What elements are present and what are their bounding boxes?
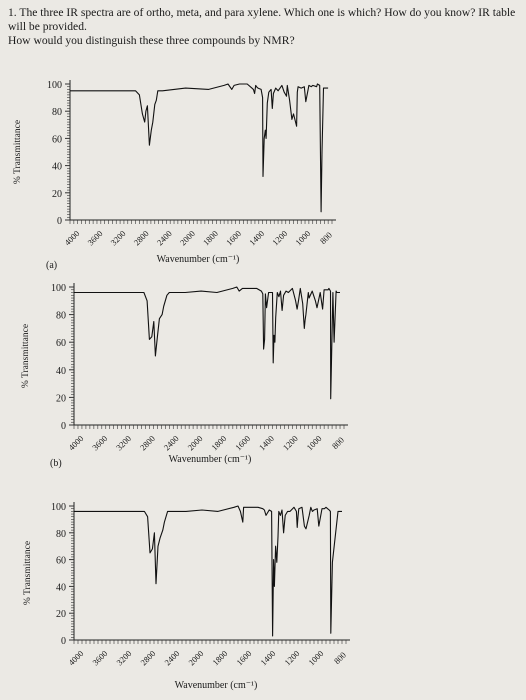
x-tick-label: 1600 — [234, 648, 253, 667]
x-tick-label: 3600 — [85, 228, 104, 247]
x-tick-label: 2800 — [138, 648, 157, 667]
spectrum-line-1 — [70, 83, 329, 213]
y-tick-label: 40 — [52, 162, 62, 173]
x-tick-label: 1400 — [257, 433, 276, 452]
x-tick-label: 1400 — [247, 228, 266, 247]
x-tick-label: 2400 — [162, 648, 181, 667]
y-tick-label: 20 — [56, 609, 66, 620]
x-tick-label: 1200 — [282, 648, 301, 667]
x-tick-label: 1000 — [305, 433, 324, 452]
x-tick-label: 3200 — [109, 228, 128, 247]
y-tick-label: 0 — [61, 636, 66, 647]
x-tick-label: 1400 — [258, 648, 277, 667]
y-axis-label: % Transmittance — [13, 120, 23, 184]
x-tick-label: 1600 — [233, 433, 252, 452]
y-tick-label: 80 — [56, 529, 66, 540]
x-axis-label: Wavenumber (cm⁻¹) — [169, 454, 252, 465]
x-tick-label: 3600 — [90, 648, 109, 667]
y-tick-label: 100 — [51, 283, 66, 294]
x-tick-label: 3600 — [90, 433, 109, 452]
y-tick-label: 0 — [61, 421, 66, 432]
question-line-2: How would you distinguish these three co… — [8, 34, 295, 47]
x-tick-label: 800 — [332, 650, 348, 666]
x-tick-label: 1600 — [224, 228, 243, 247]
chart-1: 0 20 40 60 80 100 4000 3600 3200 2800 2400 2000 1800… — [13, 80, 336, 271]
y-tick-label: 40 — [56, 582, 66, 593]
y-tick-label: 60 — [56, 556, 66, 567]
y-tick-label: 100 — [51, 502, 66, 513]
x-tick-label: 2400 — [162, 433, 181, 452]
x-tick-label: 1800 — [209, 433, 228, 452]
x-tick-label: 1800 — [210, 648, 229, 667]
x-tick-label: 2800 — [132, 228, 151, 247]
x-axis-label: Wavenumber (cm⁻¹) — [157, 254, 240, 265]
y-tick-label: 80 — [56, 311, 66, 322]
x-tick-label: 800 — [318, 230, 334, 246]
y-tick-label: 60 — [52, 134, 62, 145]
x-tick-label: 2000 — [178, 228, 197, 247]
chart-3: 0 20 40 60 80 100 4000 3600 3200 2800 2400 2000 1800… — [23, 502, 350, 691]
x-tick-label: 3200 — [114, 433, 133, 452]
y-tick-label: 20 — [56, 393, 66, 404]
x-tick-label: 2000 — [186, 648, 205, 667]
y-tick-label: 80 — [52, 107, 62, 118]
x-tick-label: 2400 — [155, 228, 174, 247]
panel-label: (a) — [46, 260, 57, 271]
chart-2: 0 20 40 60 80 100 4000 3600 3200 2800 2400 2000 1800… — [21, 283, 348, 469]
x-tick-label: 1800 — [201, 228, 220, 247]
y-tick-label: 100 — [47, 80, 62, 91]
y-tick-label: 0 — [57, 216, 62, 227]
x-tick-label: 1200 — [270, 228, 289, 247]
x-tick-label: 1200 — [281, 433, 300, 452]
x-tick-label: 1000 — [306, 648, 325, 667]
x-tick-label: 4000 — [62, 228, 81, 247]
spectrum-line-1 — [74, 286, 340, 400]
spectrum-line-1 — [74, 505, 342, 637]
y-tick-label: 40 — [56, 366, 66, 377]
question-text: 1. The three IR spectra are of ortho, me… — [8, 6, 520, 48]
x-tick-label: 800 — [330, 435, 346, 451]
y-tick-label: 20 — [52, 189, 62, 200]
panel-label: (b) — [50, 458, 62, 469]
x-tick-label: 1000 — [293, 228, 312, 247]
x-tick-label: 4000 — [66, 648, 85, 667]
x-axis-label: Wavenumber (cm⁻¹) — [175, 680, 258, 691]
y-axis-label: % Transmittance — [21, 324, 31, 388]
question-line-1: 1. The three IR spectra are of ortho, me… — [8, 6, 516, 33]
x-tick-label: 2800 — [138, 433, 157, 452]
x-tick-label: 4000 — [66, 433, 85, 452]
x-tick-label: 2000 — [185, 433, 204, 452]
y-axis-label: % Transmittance — [23, 541, 33, 605]
y-tick-label: 60 — [56, 338, 66, 349]
x-tick-label: 3200 — [114, 648, 133, 667]
